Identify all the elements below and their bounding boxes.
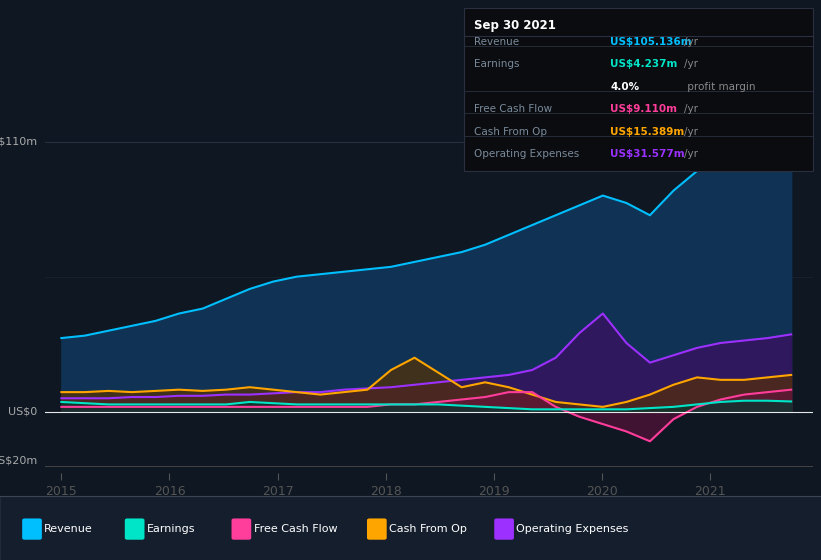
Text: Earnings: Earnings [474,59,519,69]
Text: Revenue: Revenue [44,524,93,534]
Text: Free Cash Flow: Free Cash Flow [474,104,552,114]
Text: 4.0%: 4.0% [610,82,639,92]
Text: US$15.389m: US$15.389m [610,127,684,137]
Text: /yr: /yr [684,149,698,159]
Text: Cash From Op: Cash From Op [389,524,467,534]
Text: US$9.110m: US$9.110m [610,104,677,114]
Text: Cash From Op: Cash From Op [474,127,547,137]
Text: /yr: /yr [684,59,698,69]
Text: -US$20m: -US$20m [0,456,38,466]
Text: Earnings: Earnings [147,524,195,534]
Text: US$105.136m: US$105.136m [610,37,691,47]
Text: Revenue: Revenue [474,37,519,47]
Text: /yr: /yr [684,127,698,137]
Text: Sep 30 2021: Sep 30 2021 [474,18,556,32]
Text: US$110m: US$110m [0,137,38,147]
Text: Free Cash Flow: Free Cash Flow [254,524,337,534]
Text: US$31.577m: US$31.577m [610,149,685,159]
Text: profit margin: profit margin [684,82,755,92]
Text: /yr: /yr [684,37,698,47]
Text: Operating Expenses: Operating Expenses [474,149,579,159]
Text: US$4.237m: US$4.237m [610,59,677,69]
Text: /yr: /yr [684,104,698,114]
Text: US$0: US$0 [8,407,38,417]
Text: Operating Expenses: Operating Expenses [516,524,629,534]
